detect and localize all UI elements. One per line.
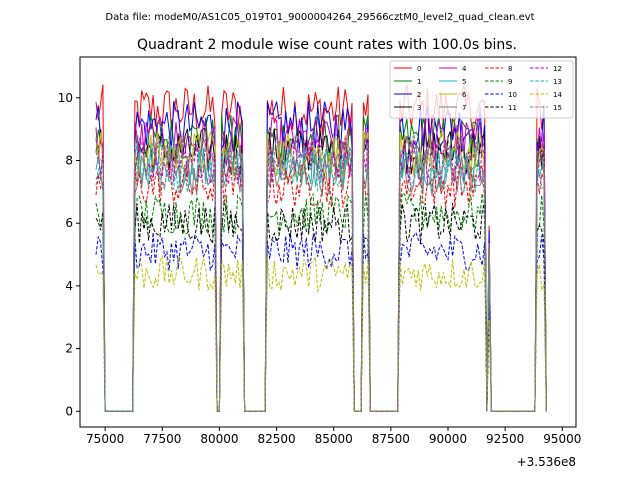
suptitle: Data file: modeM0/AS1C05_019T01_90000042…	[105, 12, 534, 23]
legend-label-0: 0	[417, 65, 421, 73]
x-tick-label: 87500	[372, 432, 410, 446]
legend-label-15: 15	[553, 104, 562, 112]
series-line-13	[95, 147, 547, 412]
series-line-5	[95, 141, 547, 412]
legend-label-9: 9	[508, 78, 512, 86]
y-tick-label: 8	[65, 153, 73, 167]
series-line-3	[95, 128, 547, 412]
legend-label-1: 1	[417, 78, 421, 86]
series-line-11	[95, 201, 547, 412]
chart-title: Quadrant 2 module wise count rates with …	[137, 37, 517, 53]
series-line-9	[95, 192, 547, 412]
legend-label-5: 5	[462, 78, 466, 86]
legend-label-11: 11	[508, 104, 517, 112]
legend-label-2: 2	[417, 91, 421, 99]
legend-label-3: 3	[417, 104, 421, 112]
legend-label-6: 6	[462, 91, 467, 99]
series-line-10	[95, 231, 547, 412]
x-axis-ticks: 75000 77500 80000 82500 85000 87500 90000 92500…	[86, 427, 581, 446]
x-tick-label: 95000	[543, 432, 581, 446]
legend-label-4: 4	[462, 65, 467, 73]
y-tick-label: 2	[65, 342, 73, 356]
x-tick-label: 75000	[86, 432, 124, 446]
legend-label-12: 12	[553, 65, 562, 73]
y-tick-label: 6	[65, 216, 73, 230]
legend-frame	[389, 60, 574, 119]
legend-label-10: 10	[508, 91, 517, 99]
x-offset-label: +3.536e8	[517, 455, 576, 469]
legend-label-14: 14	[553, 91, 562, 99]
legend-label-7: 7	[462, 104, 466, 112]
x-tick-label: 80000	[200, 432, 238, 446]
y-tick-label: 10	[58, 91, 73, 105]
x-tick-label: 85000	[315, 432, 353, 446]
y-tick-label: 4	[65, 279, 73, 293]
y-tick-label: 0	[65, 404, 73, 418]
x-tick-label: 77500	[143, 432, 181, 446]
y-axis-ticks: 0 2 4 6 8 10	[58, 91, 80, 418]
series-line-8	[95, 164, 547, 412]
legend-label-8: 8	[508, 65, 512, 73]
legend-label-13: 13	[553, 78, 562, 86]
axes-frame	[79, 56, 577, 428]
series-line-14	[95, 254, 547, 412]
x-tick-label: 82500	[257, 432, 295, 446]
x-tick-label: 92500	[486, 432, 524, 446]
series-layer	[95, 84, 547, 412]
series-line-15	[95, 132, 547, 412]
x-tick-label: 90000	[429, 432, 467, 446]
